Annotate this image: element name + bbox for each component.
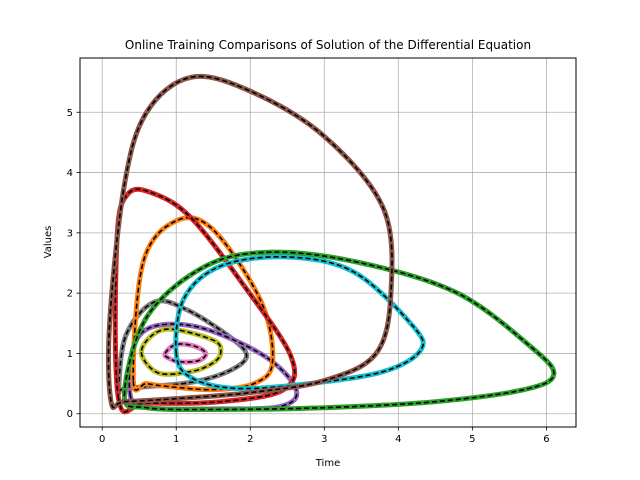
plot-area bbox=[80, 58, 576, 427]
x-tick-label: 2 bbox=[247, 434, 253, 445]
y-tick-label: 0 bbox=[67, 409, 73, 420]
y-axis-label: Values bbox=[43, 226, 54, 259]
series-overlay-dashed-8 bbox=[123, 251, 555, 411]
plot-frame bbox=[79, 57, 577, 428]
series-overlay-dashed-9 bbox=[107, 75, 393, 409]
series-overlay-dashed-7 bbox=[175, 255, 425, 390]
y-tick-label: 3 bbox=[67, 228, 73, 239]
y-tick-label: 2 bbox=[67, 289, 73, 300]
ticks: 0 1 2 3 4 5 6 0 1 2 3 4 5 bbox=[67, 108, 550, 445]
series-layer bbox=[105, 73, 557, 415]
y-tick-label: 4 bbox=[67, 168, 73, 179]
x-tick-label: 3 bbox=[321, 434, 327, 445]
y-tick-label: 5 bbox=[67, 108, 73, 119]
series-overlay-dashed-5 bbox=[132, 216, 274, 391]
x-tick-label: 5 bbox=[469, 434, 475, 445]
x-axis-label: Time bbox=[315, 458, 340, 469]
x-tick-label: 6 bbox=[543, 434, 549, 445]
x-tick-label: 1 bbox=[173, 434, 179, 445]
x-tick-label: 4 bbox=[395, 434, 401, 445]
series-overlay-dashed-4 bbox=[128, 323, 298, 411]
chart-title: Online Training Comparisons of Solution … bbox=[125, 38, 531, 52]
series-overlay-dashed-1 bbox=[140, 328, 222, 376]
y-tick-label: 1 bbox=[67, 349, 73, 360]
x-tick-label: 0 bbox=[99, 434, 105, 445]
